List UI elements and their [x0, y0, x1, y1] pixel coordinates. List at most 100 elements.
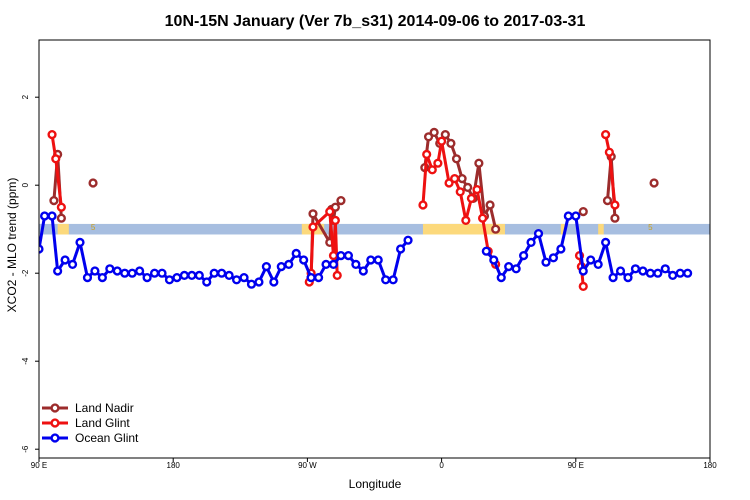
- land-glint-point: [578, 281, 588, 292]
- ocean-glint-point: [164, 275, 175, 285]
- land-nadir-point: [423, 132, 434, 142]
- ocean-glint-point: [97, 273, 107, 283]
- land-glint-point: [610, 200, 620, 210]
- y-tick-label: 0: [21, 182, 30, 187]
- ocean-glint-point: [306, 273, 316, 283]
- ocean-glint-point: [593, 259, 603, 270]
- land-glint-point: [418, 200, 428, 210]
- ocean-glint-point: [660, 264, 670, 274]
- ocean-glint-point: [299, 255, 309, 265]
- ocean-glint-segment: [78, 242, 89, 278]
- land-nadir-point: [610, 213, 620, 223]
- ocean-glint-point: [67, 259, 78, 270]
- land-glint-point: [466, 193, 477, 204]
- legend-item-ocean-glint: Ocean Glint: [42, 431, 139, 445]
- legend-swatch-marker: [50, 433, 60, 443]
- ocean-glint-point: [194, 270, 204, 281]
- ocean-glint-point: [526, 237, 536, 248]
- annotation-label: 5: [648, 223, 653, 232]
- x-tick-label: 90 E: [31, 461, 47, 470]
- ocean-glint-segment: [39, 215, 47, 250]
- land-glint-segment: [481, 217, 490, 252]
- ocean-glint-point: [127, 268, 137, 278]
- land-glint-segment: [421, 154, 429, 206]
- ocean-glint-point: [541, 257, 551, 267]
- ocean-glint-point: [157, 268, 167, 278]
- chart-title: 10N-15N January (Ver 7b_s31) 2014-09-06 …: [165, 13, 586, 30]
- ocean-glint-point: [381, 275, 391, 285]
- ocean-glint-point: [313, 273, 324, 283]
- land-glint-point: [47, 130, 57, 140]
- ocean-glint-point: [321, 259, 331, 270]
- land-glint-segment: [440, 140, 451, 184]
- ocean-glint-point: [112, 266, 122, 276]
- land-nadir-point: [446, 138, 456, 149]
- ocean-glint-point: [47, 211, 57, 221]
- plot-frame: [38, 39, 711, 459]
- y-tick-label: -6: [21, 445, 30, 453]
- ocean-glint-point: [291, 248, 301, 259]
- ocean-glint-segment: [537, 233, 548, 263]
- ocean-glint-point: [75, 237, 85, 248]
- legend-item-land-glint: Land Glint: [42, 416, 130, 430]
- ocean-glint-point: [668, 270, 678, 281]
- ocean-glint-point: [90, 266, 100, 276]
- land-glint-point: [472, 185, 482, 195]
- legend-swatch-marker: [50, 403, 60, 413]
- ocean-glint-point: [403, 235, 413, 245]
- land-nadir-point: [602, 196, 613, 206]
- land-nadir-point: [440, 130, 450, 140]
- land-glint-point: [56, 202, 66, 212]
- land-glint-segment: [475, 189, 485, 219]
- land-glint-point: [601, 130, 611, 140]
- ocean-glint-point: [489, 255, 499, 265]
- legend-label: Ocean Glint: [75, 431, 139, 445]
- y-axis: 2 0 -2 -4 -6: [21, 94, 39, 453]
- ocean-glint-point: [224, 270, 234, 281]
- land-glint-point: [330, 215, 340, 226]
- land-glint-point: [433, 158, 443, 168]
- ocean-glint-segment: [50, 215, 60, 272]
- land-glint-segment: [309, 226, 315, 274]
- land-nadir-point: [330, 202, 340, 212]
- y-axis-label: XCO2 - MLO trend (ppm): [5, 178, 19, 313]
- ocean-glint-point: [623, 273, 633, 283]
- ocean-glint-point: [217, 268, 227, 278]
- land-glint-point: [478, 213, 488, 223]
- ocean-glint-point: [601, 237, 611, 248]
- ocean-glint-point: [261, 262, 271, 272]
- ocean-glint-point: [533, 229, 544, 239]
- ocean-glint-point: [608, 273, 618, 283]
- y-tick-label: 2: [21, 94, 30, 99]
- ocean-glint-segment: [391, 248, 403, 281]
- ocean-glint-point: [172, 273, 182, 283]
- ocean-glint-point: [556, 244, 566, 254]
- ocean-glint-point: [496, 273, 506, 283]
- x-tick-label: 0: [439, 461, 444, 470]
- reference-band-layer: [39, 223, 710, 235]
- ocean-glint-segment: [604, 242, 615, 278]
- land-glint-segment: [458, 191, 468, 221]
- ocean-glint-point: [336, 251, 346, 261]
- ocean-glint-point: [53, 266, 63, 276]
- x-tick-label: 90 E: [568, 461, 584, 470]
- ocean-glint-point: [231, 275, 242, 285]
- ocean-glint-point: [239, 273, 249, 283]
- x-tick-label: 180: [167, 461, 181, 470]
- ocean-glint-point: [269, 277, 279, 287]
- x-tick-label: 180: [703, 461, 717, 470]
- land-glint-point: [328, 251, 339, 261]
- series-layer: [39, 127, 693, 292]
- ocean-glint-point: [135, 266, 145, 276]
- ocean-glint-point: [571, 211, 581, 221]
- land-glint-point: [422, 149, 432, 160]
- ocean-glint-segment: [574, 215, 585, 272]
- ocean-glint-point: [358, 266, 368, 276]
- series-ocean-glint: [39, 211, 693, 289]
- reference-band: [39, 223, 710, 235]
- ocean-glint-point: [683, 268, 693, 278]
- land-nadir-point: [56, 213, 66, 223]
